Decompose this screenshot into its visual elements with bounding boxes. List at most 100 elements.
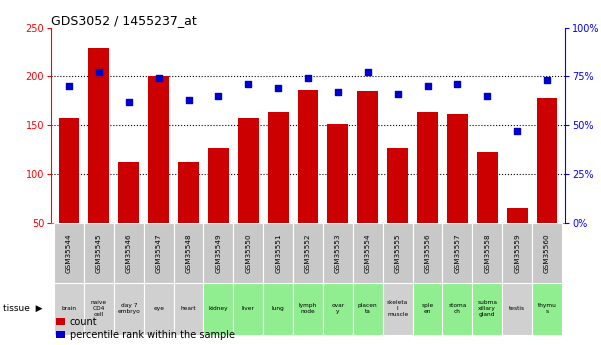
Point — [273, 85, 283, 91]
Bar — [472, 283, 502, 335]
Text: GSM35550: GSM35550 — [245, 233, 251, 273]
Text: GSM35559: GSM35559 — [514, 233, 520, 273]
Bar — [383, 223, 412, 283]
Text: naive
CD4
cell: naive CD4 cell — [91, 300, 107, 317]
Legend: count, percentile rank within the sample: count, percentile rank within the sample — [56, 317, 234, 340]
Text: eye: eye — [153, 306, 164, 311]
Text: testis: testis — [509, 306, 525, 311]
Bar — [328, 124, 349, 271]
Bar — [532, 283, 562, 335]
Bar — [88, 48, 109, 271]
Bar — [174, 223, 204, 283]
Bar — [442, 283, 472, 335]
Bar — [204, 283, 233, 335]
Bar — [114, 283, 144, 335]
Point — [303, 76, 313, 81]
Text: liver: liver — [242, 306, 255, 311]
Bar — [148, 76, 169, 271]
Text: GSM35552: GSM35552 — [305, 233, 311, 273]
Text: brain: brain — [61, 306, 76, 311]
Point — [184, 97, 194, 102]
Bar — [477, 152, 498, 271]
Text: GSM35545: GSM35545 — [96, 233, 102, 273]
Bar — [293, 283, 323, 335]
Text: kidney: kidney — [209, 306, 228, 311]
Point — [363, 70, 373, 75]
Bar — [233, 223, 263, 283]
Text: tissue  ▶: tissue ▶ — [3, 304, 43, 313]
Bar — [144, 283, 174, 335]
Text: ovar
y: ovar y — [331, 303, 344, 314]
Text: GSM35549: GSM35549 — [215, 233, 221, 273]
Text: GSM35560: GSM35560 — [544, 233, 550, 273]
Bar — [323, 223, 353, 283]
Bar — [442, 223, 472, 283]
Bar — [144, 223, 174, 283]
Text: placen
ta: placen ta — [358, 303, 377, 314]
Bar — [233, 283, 263, 335]
Text: GSM35556: GSM35556 — [424, 233, 430, 273]
Text: GDS3052 / 1455237_at: GDS3052 / 1455237_at — [51, 14, 197, 27]
Text: GSM35555: GSM35555 — [395, 233, 401, 273]
Bar — [267, 112, 288, 271]
Point — [423, 83, 432, 89]
Bar — [502, 223, 532, 283]
Text: thymu
s: thymu s — [537, 303, 557, 314]
Bar — [537, 98, 558, 271]
Bar — [114, 223, 144, 283]
Text: sple
en: sple en — [421, 303, 434, 314]
Text: lung: lung — [272, 306, 284, 311]
Bar — [263, 283, 293, 335]
Text: GSM35544: GSM35544 — [66, 233, 72, 273]
Bar — [353, 223, 383, 283]
Text: GSM35553: GSM35553 — [335, 233, 341, 273]
Bar — [178, 162, 199, 271]
Text: lymph
node: lymph node — [299, 303, 317, 314]
Bar — [238, 118, 258, 271]
Point — [483, 93, 492, 99]
Bar — [387, 148, 408, 271]
Point — [512, 128, 522, 134]
Text: GSM35557: GSM35557 — [454, 233, 460, 273]
Bar — [54, 223, 84, 283]
Text: subma
xillary
gland: subma xillary gland — [477, 300, 497, 317]
Bar — [174, 283, 204, 335]
Text: day 7
embryо: day 7 embryо — [117, 303, 140, 314]
Bar — [358, 91, 378, 271]
Bar — [412, 283, 442, 335]
Bar — [118, 162, 139, 271]
Bar — [84, 283, 114, 335]
Text: GSM35558: GSM35558 — [484, 233, 490, 273]
Text: GSM35548: GSM35548 — [186, 233, 192, 273]
Point — [453, 81, 462, 87]
Point — [64, 83, 74, 89]
Bar — [263, 223, 293, 283]
Bar — [208, 148, 229, 271]
Text: stoma
ch: stoma ch — [448, 303, 466, 314]
Point — [542, 78, 552, 83]
Bar — [353, 283, 383, 335]
Text: GSM35551: GSM35551 — [275, 233, 281, 273]
Bar — [84, 223, 114, 283]
Bar — [383, 283, 412, 335]
Text: GSM35547: GSM35547 — [156, 233, 162, 273]
Text: GSM35546: GSM35546 — [126, 233, 132, 273]
Bar — [204, 223, 233, 283]
Point — [333, 89, 343, 95]
Point — [213, 93, 223, 99]
Text: heart: heart — [181, 306, 197, 311]
Bar — [472, 223, 502, 283]
Bar — [507, 208, 528, 271]
Point — [154, 76, 163, 81]
Bar — [323, 283, 353, 335]
Point — [94, 70, 104, 75]
Text: GSM35554: GSM35554 — [365, 233, 371, 273]
Bar — [417, 112, 438, 271]
Bar — [532, 223, 562, 283]
Point — [393, 91, 403, 97]
Point — [124, 99, 133, 105]
Text: skeleta
l
muscle: skeleta l muscle — [387, 300, 408, 317]
Point — [243, 81, 253, 87]
Bar — [54, 283, 84, 335]
Bar — [297, 90, 319, 271]
